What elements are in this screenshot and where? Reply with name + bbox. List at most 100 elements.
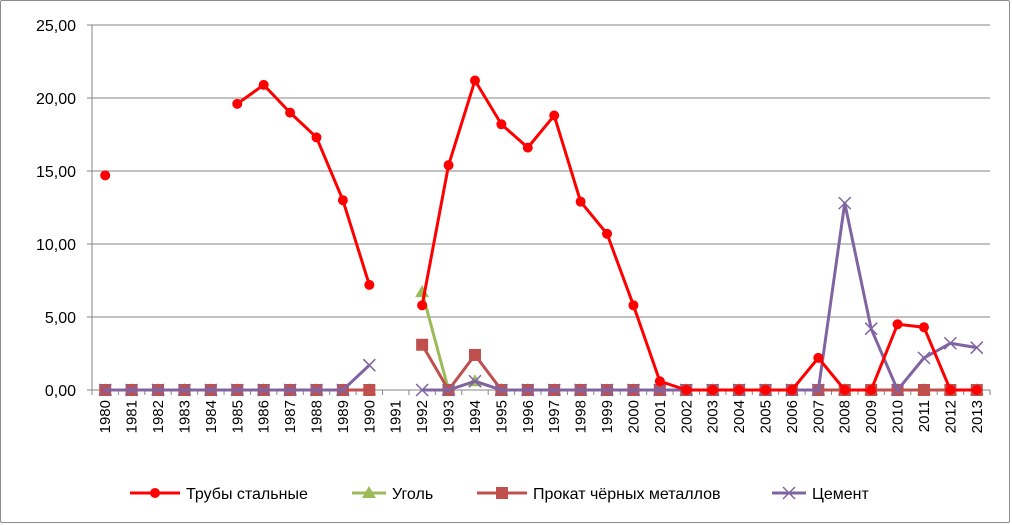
data-point: [866, 385, 877, 395]
y-tick-label: 10,00: [36, 237, 76, 254]
x-tick-label: 1986: [256, 400, 273, 433]
series-line: [420, 78, 977, 392]
data-point: [839, 385, 850, 395]
x-axis: [91, 25, 990, 391]
y-tick-label: 25,00: [36, 18, 76, 35]
x-tick-label: 2006: [784, 400, 801, 433]
legend-item: Трубы стальные: [130, 486, 308, 503]
data-point: [681, 385, 692, 395]
x-tick-label: 2010: [890, 400, 907, 433]
data-point: [838, 196, 852, 210]
legend-marker: [362, 486, 376, 498]
x-tick-label: 1981: [124, 400, 141, 433]
x-tick-label: 1991: [388, 400, 405, 433]
x-tick-label: 2002: [678, 400, 695, 433]
legend-marker: [496, 487, 508, 499]
data-point: [232, 98, 243, 109]
data-point: [337, 195, 348, 206]
data-point: [760, 385, 771, 395]
legend-item: Прокат чёрных металлов: [477, 486, 721, 503]
data-point: [575, 196, 586, 207]
x-tick-label: 1997: [546, 400, 563, 433]
data-point: [125, 383, 139, 397]
data-point: [494, 383, 508, 397]
data-point: [417, 300, 428, 311]
legend-label: Уголь: [392, 486, 433, 503]
data-point: [547, 383, 561, 397]
y-axis-ticks: 0,00 5,00 10,00 15,00 20,00 25,00: [36, 18, 92, 400]
data-point: [285, 107, 296, 118]
data-point: [892, 319, 903, 330]
x-tick-label: 1999: [599, 400, 616, 433]
x-tick-label: 1984: [203, 400, 220, 433]
x-tick-label: 1985: [229, 400, 246, 433]
data-point: [522, 142, 533, 153]
data-point: [891, 383, 905, 397]
data-point: [786, 385, 797, 395]
x-tick-label: 1988: [309, 400, 326, 433]
x-axis-ticks: 1980 1981 1982 1983 1984 1985 1986 1987 1988 1989…: [91, 390, 991, 433]
data-point: [600, 383, 614, 397]
data-point: [442, 383, 456, 397]
data-point: [864, 322, 878, 336]
y-tick-label: 15,00: [36, 164, 76, 181]
data-point: [151, 383, 165, 397]
legend-marker: [150, 488, 160, 498]
data-point: [309, 383, 324, 397]
data-point: [626, 383, 640, 397]
x-tick-label: 2008: [837, 400, 854, 433]
gridlines: [92, 24, 990, 318]
data-point: [204, 383, 218, 397]
data-point: [734, 385, 745, 395]
data-point: [311, 132, 322, 143]
x-tick-label: 1980: [97, 400, 114, 433]
x-tick-label: 1987: [282, 400, 299, 433]
data-point: [363, 384, 376, 396]
x-tick-label: 1990: [361, 400, 378, 433]
x-tick-label: 1998: [573, 400, 590, 433]
series-group: [98, 75, 984, 397]
data-point: [653, 383, 667, 397]
data-point: [257, 383, 271, 397]
x-tick-label: 1996: [520, 400, 537, 433]
data-point: [813, 352, 824, 363]
data-point: [549, 110, 560, 121]
data-point: [654, 376, 665, 387]
legend-marker: [782, 486, 796, 500]
data-point: [918, 322, 929, 333]
data-point: [707, 385, 718, 395]
x-tick-label: 2012: [942, 400, 959, 433]
series-line: [422, 201, 978, 392]
legend-item: Уголь: [352, 486, 433, 503]
x-tick-label: 2013: [969, 400, 986, 433]
data-point: [943, 336, 957, 350]
x-tick-label: 2001: [652, 400, 669, 433]
legend-item: Цемент: [772, 486, 869, 503]
y-tick-label: 5,00: [45, 310, 76, 327]
data-point: [602, 228, 613, 239]
x-tick-label: 1995: [493, 400, 510, 433]
series-Прокат чёрных металлов: [99, 338, 983, 396]
x-tick-label: 2009: [863, 400, 880, 433]
series-line: [420, 291, 977, 392]
x-tick-label: 2005: [758, 400, 775, 433]
x-tick-label: 1982: [150, 400, 167, 433]
x-tick-label: 2007: [810, 400, 827, 433]
x-tick-label: 1994: [467, 400, 484, 433]
data-point: [230, 383, 244, 397]
series-Трубы стальные: [100, 75, 982, 395]
data-point: [364, 279, 375, 290]
data-point: [100, 170, 111, 181]
x-tick-label: 2003: [705, 400, 722, 433]
data-point: [177, 383, 191, 397]
y-tick-label: 20,00: [36, 91, 76, 108]
x-tick-label: 2004: [731, 400, 748, 433]
data-point: [468, 348, 481, 361]
data-point: [521, 383, 535, 397]
data-point: [443, 160, 454, 171]
x-tick-label: 1992: [414, 400, 431, 433]
x-tick-label: 2000: [625, 400, 642, 433]
x-tick-label: 1983: [176, 400, 193, 433]
